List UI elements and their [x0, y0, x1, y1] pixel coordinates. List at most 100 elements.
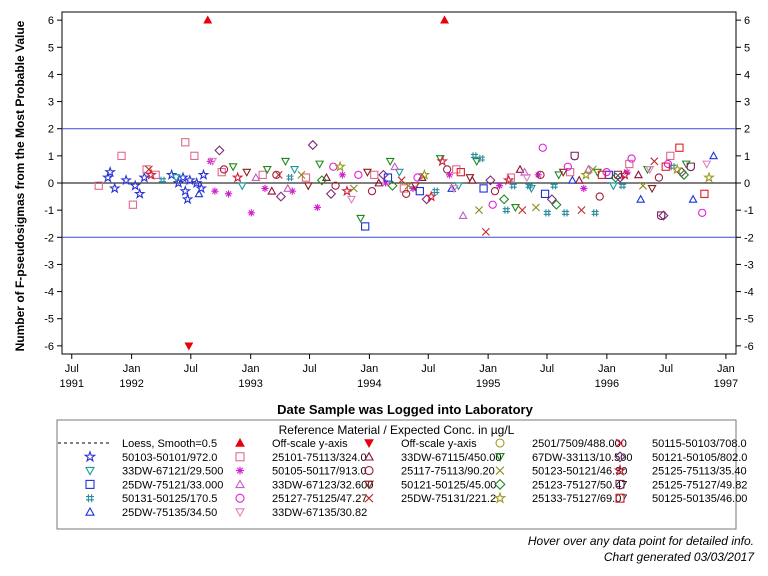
data-point: [515, 164, 525, 173]
data-point: [325, 188, 337, 199]
data-point: [275, 191, 287, 202]
data-point: [242, 168, 252, 177]
data-point: [262, 165, 272, 175]
legend-marker: [495, 438, 505, 448]
data-point: [449, 184, 459, 194]
legend-marker: [235, 508, 245, 518]
data-point: [570, 151, 579, 161]
x-tick-label: Jul: [303, 363, 317, 375]
y-tick-label: -3: [44, 259, 54, 271]
data-point: [413, 173, 422, 182]
data-point: [554, 171, 564, 180]
data-point: [94, 181, 103, 190]
legend-marker: [236, 466, 244, 475]
data-point: [224, 190, 233, 198]
y-tick-label: 3: [48, 97, 54, 109]
data-point: [258, 170, 267, 180]
data-point: [190, 176, 203, 188]
y-tick-label: 0: [48, 178, 54, 190]
data-point: [397, 176, 406, 185]
x-tick-year-label: 1993: [238, 378, 262, 390]
data-point: [280, 157, 291, 167]
data-point: [509, 182, 517, 190]
data-point: [184, 342, 194, 351]
data-point: [133, 187, 146, 199]
data-point: [475, 206, 484, 215]
y-tick-label: 6: [48, 15, 54, 27]
y-tick-label: 4: [48, 69, 54, 81]
data-point: [251, 172, 261, 182]
y-tick-label-right: 6: [744, 15, 750, 27]
legend-label: 50125-50135/46.00: [652, 493, 747, 505]
data-point: [349, 184, 358, 193]
legend-label: Off-scale y-axis: [272, 438, 348, 450]
data-point: [402, 189, 411, 199]
data-point: [485, 175, 496, 186]
data-point: [145, 168, 158, 180]
data-point: [645, 165, 655, 175]
data-point: [610, 172, 621, 183]
legend-label: 25125-75113/35.40: [652, 466, 747, 478]
data-point: [678, 169, 690, 180]
data-point: [418, 168, 431, 180]
legend-marker: [235, 452, 245, 462]
data-point: [654, 173, 664, 182]
legend-label: 50131-50125/170.5: [122, 493, 217, 505]
data-point: [217, 167, 226, 177]
data-point: [387, 180, 398, 191]
data-point: [700, 189, 709, 199]
data-point: [436, 155, 449, 167]
legend: Reference Material / Expected Conc. in µ…: [56, 419, 747, 530]
data-point: [452, 165, 461, 174]
data-point: [120, 174, 132, 186]
data-point: [211, 187, 219, 195]
data-point: [580, 168, 592, 180]
legend-label: Off-scale y-axis: [401, 438, 477, 450]
data-point: [698, 208, 707, 218]
legend-marker: [86, 494, 94, 503]
y-tick-label-right: -4: [744, 287, 754, 299]
data-point: [138, 171, 151, 183]
data-point: [703, 171, 715, 183]
data-point: [303, 182, 313, 191]
legend-label: 67DW-33113/10.500: [532, 452, 633, 464]
data-point: [543, 209, 551, 217]
data-point: [657, 211, 666, 221]
legend-marker: [615, 438, 625, 448]
data-point: [633, 170, 643, 179]
data-point: [190, 151, 199, 161]
data-point: [709, 151, 719, 160]
data-point: [538, 143, 547, 152]
data-point: [274, 170, 283, 179]
data-point: [247, 209, 255, 217]
legend-marker: [493, 491, 507, 504]
data-point: [203, 15, 213, 24]
data-point: [526, 184, 536, 194]
legend-marker: [364, 439, 374, 449]
legend-marker: [495, 453, 505, 462]
data-point: [104, 165, 117, 178]
data-point: [334, 160, 346, 172]
data-point: [367, 186, 377, 196]
data-point: [165, 168, 178, 180]
data-point: [623, 168, 631, 176]
data-point: [666, 151, 675, 161]
data-point: [394, 168, 404, 177]
x-tick-label: Jul: [65, 363, 79, 375]
data-point: [534, 171, 542, 179]
data-point: [583, 164, 593, 173]
legend-label: 50123-50121/46.30: [532, 466, 627, 478]
data-point: [465, 174, 475, 183]
data-point: [331, 181, 340, 190]
data-point: [197, 168, 210, 180]
data-point: [550, 182, 558, 190]
data-point: [415, 186, 424, 196]
data-point: [675, 143, 684, 152]
data-point: [565, 167, 575, 177]
legend-label: 50103-50101/972.0: [122, 452, 217, 464]
x-tick-label: Jan: [598, 363, 616, 375]
data-point: [495, 182, 504, 190]
x-tick-year-label: 1997: [714, 378, 738, 390]
data-point: [338, 171, 346, 179]
data-point: [479, 184, 488, 193]
